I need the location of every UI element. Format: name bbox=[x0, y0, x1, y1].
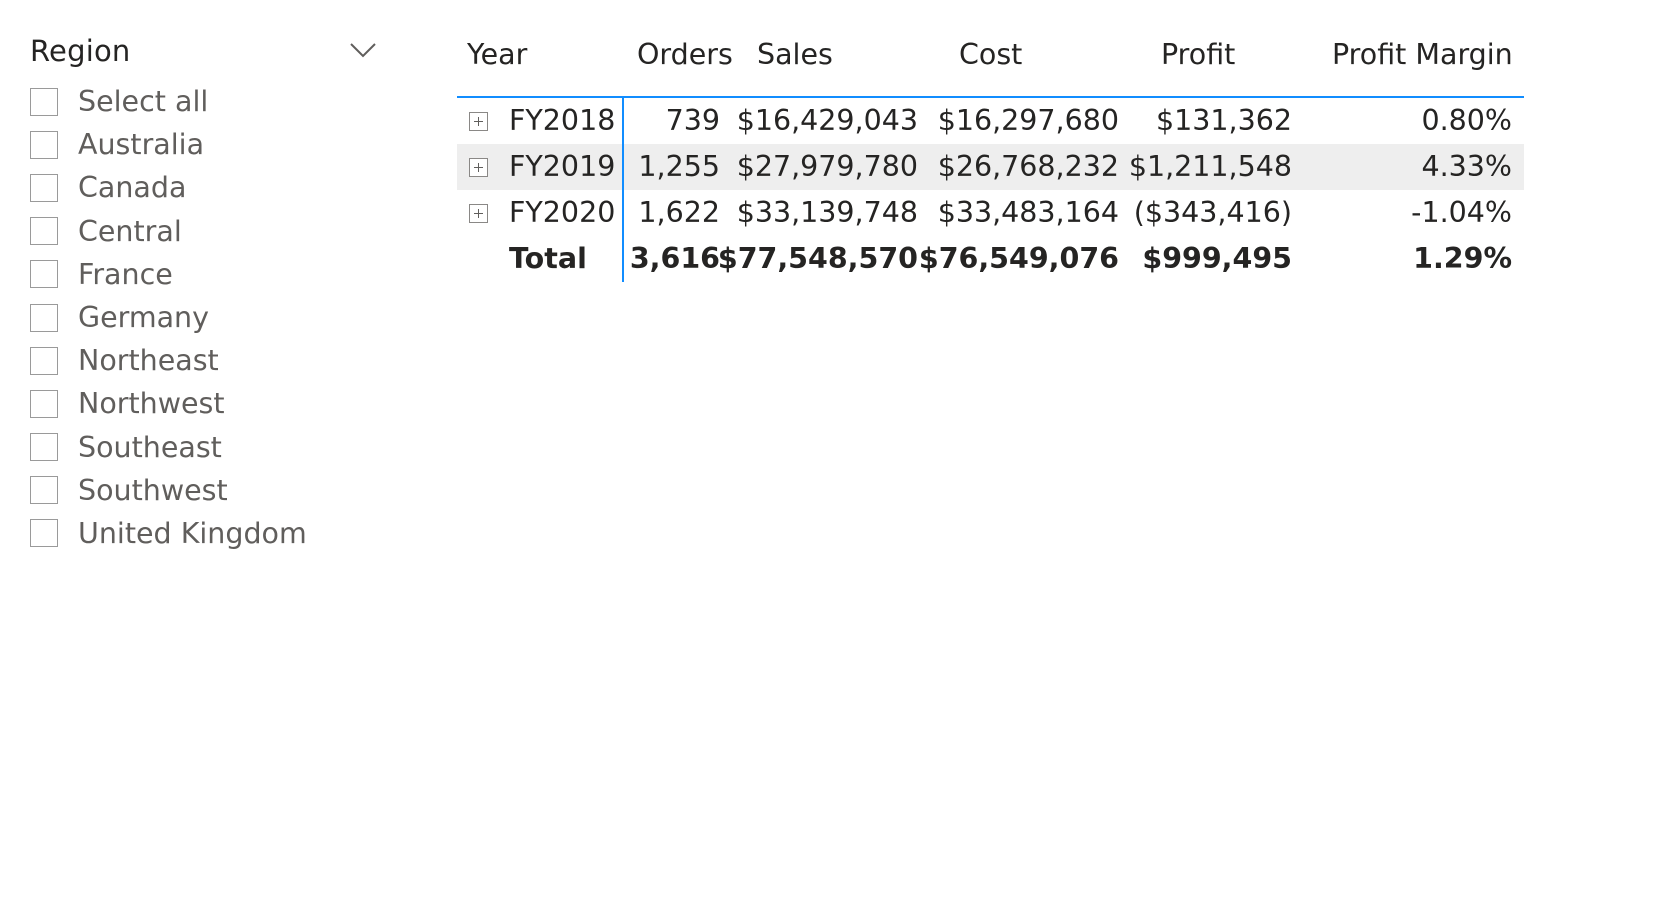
slicer-item-southwest[interactable]: Southwest bbox=[30, 469, 307, 512]
checkbox[interactable] bbox=[30, 346, 58, 375]
slicer-item-northwest[interactable]: Northwest bbox=[30, 382, 307, 425]
slicer-item-label: Northwest bbox=[78, 387, 225, 421]
expand-plus-icon[interactable] bbox=[469, 204, 488, 223]
slicer-item-northeast[interactable]: Northeast bbox=[30, 339, 307, 382]
slicer-item-france[interactable]: France bbox=[30, 253, 307, 296]
slicer-item-canada[interactable]: Canada bbox=[30, 166, 307, 209]
slicer-item-label: Central bbox=[78, 214, 182, 248]
cell-profit-margin: 4.33% bbox=[1421, 150, 1512, 183]
column-header-cost[interactable]: Cost bbox=[959, 38, 1023, 71]
slicer-item-label: Canada bbox=[78, 171, 187, 205]
column-header-orders[interactable]: Orders bbox=[637, 38, 733, 71]
cell-profit-margin: 0.80% bbox=[1421, 104, 1512, 137]
checkbox[interactable] bbox=[30, 389, 58, 418]
checkbox[interactable] bbox=[30, 173, 58, 202]
chevron-down-icon[interactable] bbox=[348, 40, 378, 60]
header-underline bbox=[457, 96, 1524, 98]
row-header-divider bbox=[622, 144, 624, 190]
cell-cost: $16,297,680 bbox=[937, 104, 1119, 137]
cell-orders: 739 bbox=[665, 104, 720, 137]
slicer-item-label: Germany bbox=[78, 301, 209, 335]
cell-cost: $26,768,232 bbox=[937, 150, 1119, 183]
cell-sales: $27,979,780 bbox=[736, 150, 918, 183]
slicer-title: Region bbox=[30, 34, 131, 68]
row-header-divider bbox=[622, 236, 624, 282]
slicer-item-united-kingdom[interactable]: United Kingdom bbox=[30, 512, 307, 555]
table-row-fy2020[interactable]: FY2020 1,622 $33,139,748 $33,483,164 ($3… bbox=[457, 190, 1524, 236]
cell-profit-total: $999,495 bbox=[1142, 242, 1292, 275]
slicer-item-central[interactable]: Central bbox=[30, 210, 307, 253]
checkbox[interactable] bbox=[30, 87, 58, 116]
cell-cost-total: $76,549,076 bbox=[918, 242, 1119, 275]
cell-profit-margin: -1.04% bbox=[1411, 196, 1512, 229]
column-header-sales[interactable]: Sales bbox=[757, 38, 833, 71]
checkbox[interactable] bbox=[30, 217, 58, 246]
slicer-item-label: United Kingdom bbox=[78, 516, 307, 550]
row-header-year: FY2019 bbox=[509, 150, 616, 183]
cell-profit: $1,211,548 bbox=[1128, 150, 1292, 183]
slicer-item-label: France bbox=[78, 257, 173, 291]
slicer-item-southeast[interactable]: Southeast bbox=[30, 426, 307, 469]
column-header-year[interactable]: Year bbox=[467, 38, 528, 71]
cell-profit: ($343,416) bbox=[1133, 196, 1292, 229]
row-header-divider bbox=[622, 98, 624, 144]
row-header-year: FY2018 bbox=[509, 104, 616, 137]
cell-profit: $131,362 bbox=[1156, 104, 1292, 137]
cell-cost: $33,483,164 bbox=[937, 196, 1119, 229]
table-row-fy2019[interactable]: FY2019 1,255 $27,979,780 $26,768,232 $1,… bbox=[457, 144, 1524, 190]
checkbox[interactable] bbox=[30, 260, 58, 289]
cell-orders: 1,622 bbox=[638, 196, 720, 229]
checkbox[interactable] bbox=[30, 433, 58, 462]
checkbox[interactable] bbox=[30, 303, 58, 332]
expand-plus-icon[interactable] bbox=[469, 112, 488, 131]
cell-orders: 1,255 bbox=[638, 150, 720, 183]
cell-sales-total: $77,548,570 bbox=[717, 242, 918, 275]
slicer-item-label: Southeast bbox=[78, 430, 222, 464]
slicer-item-label: Southwest bbox=[78, 473, 228, 507]
cell-orders-total: 3,616 bbox=[629, 242, 720, 275]
cell-sales: $16,429,043 bbox=[736, 104, 918, 137]
slicer-list: Select all Australia Canada Central Fran… bbox=[30, 80, 307, 555]
slicer-item-select-all[interactable]: Select all bbox=[30, 80, 307, 123]
row-header-year: FY2020 bbox=[509, 196, 616, 229]
slicer-item-label: Select all bbox=[78, 85, 209, 119]
matrix-body: FY2018 739 $16,429,043 $16,297,680 $131,… bbox=[457, 98, 1524, 282]
matrix-table: Year Orders Sales Cost Profit Profit Mar… bbox=[457, 28, 1524, 282]
slicer-item-label: Australia bbox=[78, 128, 205, 162]
column-header-profit-margin[interactable]: Profit Margin bbox=[1332, 38, 1513, 71]
region-slicer: Region Select all Australia Canada Centr… bbox=[30, 28, 382, 550]
row-header-divider bbox=[622, 190, 624, 236]
checkbox[interactable] bbox=[30, 130, 58, 159]
table-row-total: Total 3,616 $77,548,570 $76,549,076 $999… bbox=[457, 236, 1524, 282]
matrix-header: Year Orders Sales Cost Profit Profit Mar… bbox=[457, 28, 1524, 98]
cell-sales: $33,139,748 bbox=[736, 196, 918, 229]
slicer-item-germany[interactable]: Germany bbox=[30, 296, 307, 339]
row-header-total: Total bbox=[509, 242, 587, 275]
slicer-header[interactable]: Region bbox=[30, 28, 382, 78]
slicer-item-label: Northeast bbox=[78, 344, 219, 378]
cell-profit-margin-total: 1.29% bbox=[1413, 242, 1512, 275]
table-row-fy2018[interactable]: FY2018 739 $16,429,043 $16,297,680 $131,… bbox=[457, 98, 1524, 144]
checkbox[interactable] bbox=[30, 476, 58, 505]
checkbox[interactable] bbox=[30, 519, 58, 548]
slicer-item-australia[interactable]: Australia bbox=[30, 123, 307, 166]
expand-plus-icon[interactable] bbox=[469, 158, 488, 177]
column-header-profit[interactable]: Profit bbox=[1161, 38, 1236, 71]
